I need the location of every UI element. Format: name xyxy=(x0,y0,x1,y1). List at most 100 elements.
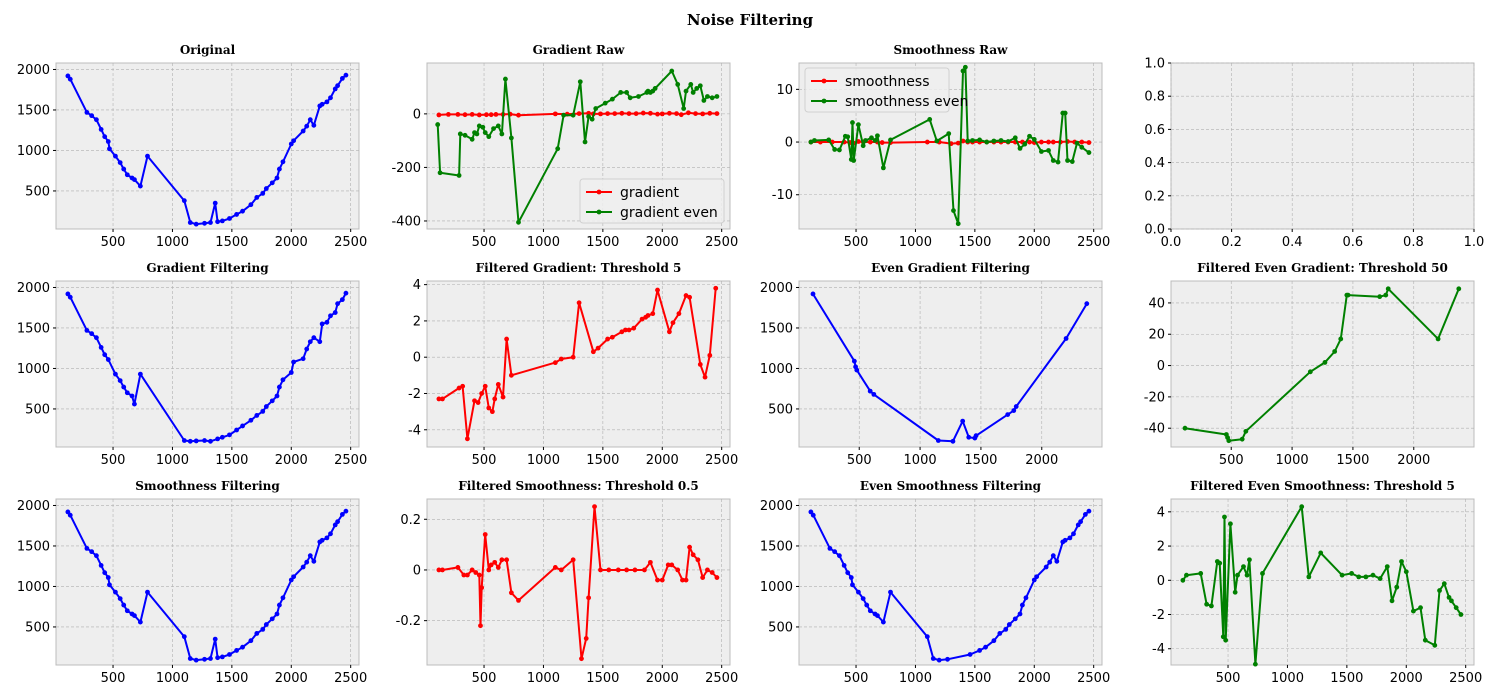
data-point xyxy=(339,75,345,81)
data-point xyxy=(105,357,111,362)
data-point xyxy=(863,138,868,143)
data-point xyxy=(709,95,715,101)
data-point xyxy=(851,158,857,163)
data-point xyxy=(307,117,313,123)
data-point xyxy=(558,356,564,362)
y-tick-label: 4 xyxy=(413,278,421,293)
data-point xyxy=(1019,602,1025,608)
data-point xyxy=(499,557,505,563)
y-tick-label: 500 xyxy=(768,620,793,635)
data-point xyxy=(1023,595,1029,601)
axis-ticks: 500 1000 1500 2000 2500 -0.2 0 0.2 xyxy=(396,513,739,686)
data-point xyxy=(202,656,207,662)
legend-box xyxy=(804,67,950,113)
data-point xyxy=(276,166,282,172)
data-point xyxy=(291,574,297,580)
data-point xyxy=(675,82,681,87)
data-point xyxy=(102,352,108,358)
legend-label: gradient even xyxy=(620,205,718,221)
data-point xyxy=(440,396,445,402)
y-tick-label: 1000 xyxy=(17,144,50,159)
data-point xyxy=(850,120,855,125)
data-point xyxy=(935,438,941,443)
data-point xyxy=(707,110,713,116)
data-point xyxy=(1449,598,1454,604)
data-point xyxy=(1062,110,1068,116)
data-point xyxy=(713,285,719,291)
data-point xyxy=(605,336,611,342)
y-tick-label: -4 xyxy=(1152,642,1165,657)
data-point xyxy=(626,327,632,333)
data-point xyxy=(832,549,838,555)
plot-area xyxy=(798,280,1103,448)
data-point xyxy=(181,438,187,443)
y-tick-label: -4 xyxy=(408,423,421,438)
x-tick-label: 2500 xyxy=(705,453,738,468)
data-point xyxy=(462,112,468,118)
data-point xyxy=(460,383,466,389)
data-point xyxy=(1046,148,1051,153)
data-point xyxy=(860,143,866,149)
data-point xyxy=(1437,588,1442,593)
data-point xyxy=(977,137,983,143)
y-tick-label: -400 xyxy=(391,214,421,229)
data-point xyxy=(227,432,232,438)
data-point xyxy=(1306,574,1312,580)
data-point xyxy=(841,563,847,568)
y-tick-label: 500 xyxy=(25,402,50,417)
chart-panel: 500 1000 1500 2000 2500 500 1000 1500 2000 Gradie… xyxy=(17,261,367,468)
data-point xyxy=(645,313,651,318)
data-point xyxy=(280,595,286,601)
x-tick-label: 2500 xyxy=(334,453,367,468)
data-point xyxy=(1086,150,1092,155)
x-tick-label: 2500 xyxy=(705,671,738,686)
data-point xyxy=(598,111,603,117)
data-point xyxy=(440,567,445,573)
data-point xyxy=(561,112,567,118)
data-point xyxy=(647,559,653,565)
data-point xyxy=(516,112,521,118)
data-point xyxy=(1005,139,1011,144)
data-point xyxy=(240,644,245,650)
data-point xyxy=(335,83,341,89)
data-point xyxy=(576,300,582,306)
legend-marker xyxy=(821,78,827,84)
data-point xyxy=(871,391,877,397)
data-point xyxy=(555,146,561,152)
x-tick-label: 1000 xyxy=(527,235,560,250)
data-point xyxy=(570,112,576,118)
data-point xyxy=(94,335,99,341)
data-point xyxy=(328,531,333,537)
data-point xyxy=(1079,139,1085,145)
series-red xyxy=(436,285,719,442)
data-point xyxy=(586,114,591,119)
data-point xyxy=(1063,336,1069,341)
legend-label: gradient xyxy=(620,185,679,201)
data-point xyxy=(187,438,193,444)
data-point xyxy=(1349,571,1355,576)
data-point xyxy=(1017,145,1023,151)
data-point xyxy=(977,648,983,653)
data-point xyxy=(1050,553,1056,559)
data-point xyxy=(602,100,608,106)
data-point xyxy=(499,131,505,137)
data-point xyxy=(1069,159,1075,164)
data-point xyxy=(234,427,240,433)
data-point xyxy=(227,216,232,221)
axis-ticks: 500 1000 1500 2000 500 1000 1500 2000 xyxy=(760,281,1058,468)
y-tick-label: -200 xyxy=(391,161,421,176)
data-point xyxy=(683,88,689,94)
x-tick-label: 0.2 xyxy=(1221,235,1242,250)
data-point xyxy=(570,354,576,360)
data-point xyxy=(609,96,615,102)
chart-panel: 500 1000 1500 2000 2500 -400 -200 0 Gradient Raw… xyxy=(391,43,738,250)
data-point xyxy=(867,608,873,614)
x-tick-label: 1000 xyxy=(156,453,189,468)
x-tick-label: 2500 xyxy=(1077,671,1110,686)
x-tick-label: 500 xyxy=(844,235,869,250)
data-point xyxy=(508,372,514,378)
x-tick-label: 2500 xyxy=(334,671,367,686)
figure-title: Noise Filtering xyxy=(687,11,814,29)
data-point xyxy=(837,553,842,559)
series-green xyxy=(808,64,1092,227)
